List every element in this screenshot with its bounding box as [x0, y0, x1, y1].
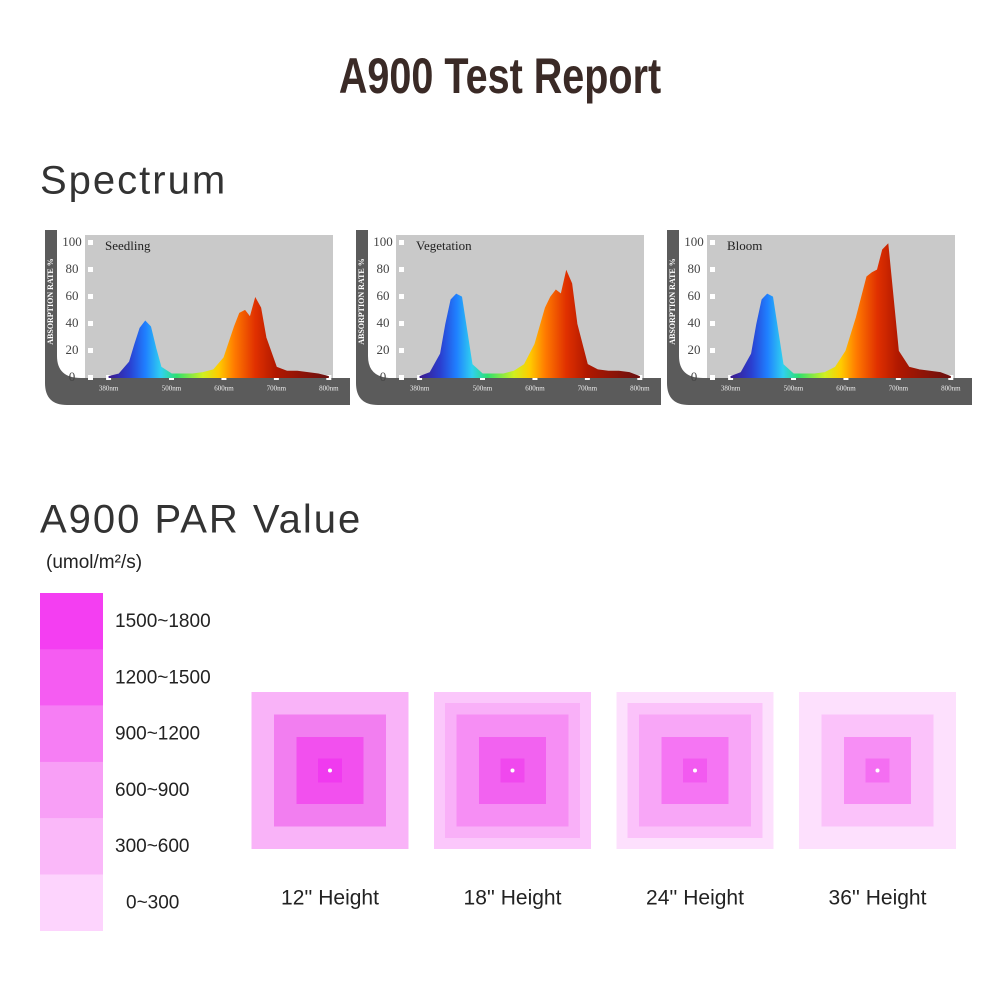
y-tick-label: 60: [377, 288, 390, 303]
y-tick: [710, 294, 715, 299]
legend-label: 1500~1800: [115, 611, 211, 632]
spectrum-fill: [730, 244, 951, 378]
y-tick: [399, 240, 404, 245]
x-tick-label: 800nm: [630, 385, 650, 393]
y-tick: [710, 267, 715, 272]
x-tick-label: 380nm: [410, 385, 430, 393]
y-tick: [399, 267, 404, 272]
legend-swatch: [40, 761, 103, 819]
center-dot: [510, 768, 515, 773]
y-tick-label: 60: [688, 288, 701, 303]
x-tick-label: 380nm: [99, 385, 119, 393]
spectrum-fill: [419, 271, 640, 378]
y-tick-label: 40: [688, 315, 701, 330]
legend-label: 600~900: [115, 780, 190, 801]
legend-swatch: [40, 593, 103, 650]
x-tick-label: 700nm: [578, 385, 598, 393]
map-label: 12'' Height: [281, 887, 379, 910]
y-tick: [710, 240, 715, 245]
panel-name: Vegetation: [416, 238, 472, 253]
spectrum-curve: [419, 269, 640, 378]
x-tick-label: 380nm: [721, 385, 741, 393]
y-tick: [399, 348, 404, 353]
y-tick: [399, 375, 404, 380]
y-axis-label: ABSORPTION RATE %: [357, 258, 366, 345]
y-tick-label: 100: [373, 234, 393, 249]
y-tick-label: 20: [688, 342, 701, 357]
y-tick-label: 20: [66, 342, 79, 357]
panel-frame: [667, 230, 972, 405]
y-tick-label: 0: [380, 369, 387, 384]
legend-swatch: [40, 818, 103, 875]
y-tick-label: 0: [691, 369, 698, 384]
y-tick: [88, 348, 93, 353]
x-tick-label: 600nm: [214, 385, 234, 393]
spectrum-curve: [730, 243, 951, 378]
x-tick-label: 600nm: [525, 385, 545, 393]
par-unit: (umol/m²/s): [46, 552, 142, 573]
center-dot: [693, 768, 697, 773]
map-label: 18'' Height: [464, 887, 562, 910]
par-heading: A900 PAR Value: [40, 498, 362, 542]
x-tick-label: 500nm: [473, 385, 493, 393]
y-tick: [88, 294, 93, 299]
y-tick-label: 80: [688, 261, 701, 276]
y-tick: [710, 321, 715, 326]
y-tick-label: 80: [66, 261, 79, 276]
y-tick-label: 100: [684, 234, 704, 249]
x-tick-label: 600nm: [836, 385, 856, 393]
x-tick-label: 800nm: [941, 385, 961, 393]
spectrum-heading: Spectrum: [40, 159, 227, 203]
y-tick: [710, 375, 715, 380]
plot-area: [707, 235, 955, 378]
legend-label: 900~1200: [115, 724, 200, 745]
y-tick: [710, 348, 715, 353]
y-tick-label: 40: [66, 315, 79, 330]
report-title: A900 Test Report: [339, 48, 661, 104]
y-tick-label: 60: [66, 288, 79, 303]
panel-frame: [45, 230, 350, 405]
x-tick-label: 700nm: [267, 385, 287, 393]
map-label: 36'' Height: [829, 887, 927, 910]
y-tick: [88, 240, 93, 245]
y-tick-label: 100: [62, 234, 82, 249]
y-tick: [88, 375, 93, 380]
y-tick: [88, 321, 93, 326]
y-tick: [88, 267, 93, 272]
map-label: 24'' Height: [646, 887, 744, 910]
x-tick-label: 700nm: [889, 385, 909, 393]
legend-swatch: [40, 649, 103, 706]
y-axis-label: ABSORPTION RATE %: [46, 258, 55, 345]
plot-area: [396, 235, 644, 378]
panel-name: Bloom: [727, 238, 762, 253]
panel-name: Seedling: [105, 238, 151, 253]
spectrum-fill: [108, 298, 329, 378]
y-tick: [399, 321, 404, 326]
panel-frame: [356, 230, 661, 405]
y-tick-label: 0: [69, 369, 76, 384]
legend-swatch: [40, 874, 103, 931]
x-tick-label: 500nm: [162, 385, 182, 393]
center-dot: [875, 768, 880, 773]
legend-label: 0~300: [126, 893, 179, 914]
y-tick: [399, 294, 404, 299]
plot-area: [85, 235, 333, 378]
legend-label: 300~600: [115, 836, 190, 857]
legend-swatch: [40, 705, 103, 763]
y-tick-label: 20: [377, 342, 390, 357]
y-tick-label: 40: [377, 315, 390, 330]
y-tick-label: 80: [377, 261, 390, 276]
y-axis-label: ABSORPTION RATE %: [668, 258, 677, 345]
x-tick-label: 500nm: [784, 385, 804, 393]
spectrum-curve: [108, 297, 329, 378]
x-tick-label: 800nm: [319, 385, 339, 393]
center-dot: [328, 768, 332, 773]
legend-label: 1200~1500: [115, 667, 211, 688]
